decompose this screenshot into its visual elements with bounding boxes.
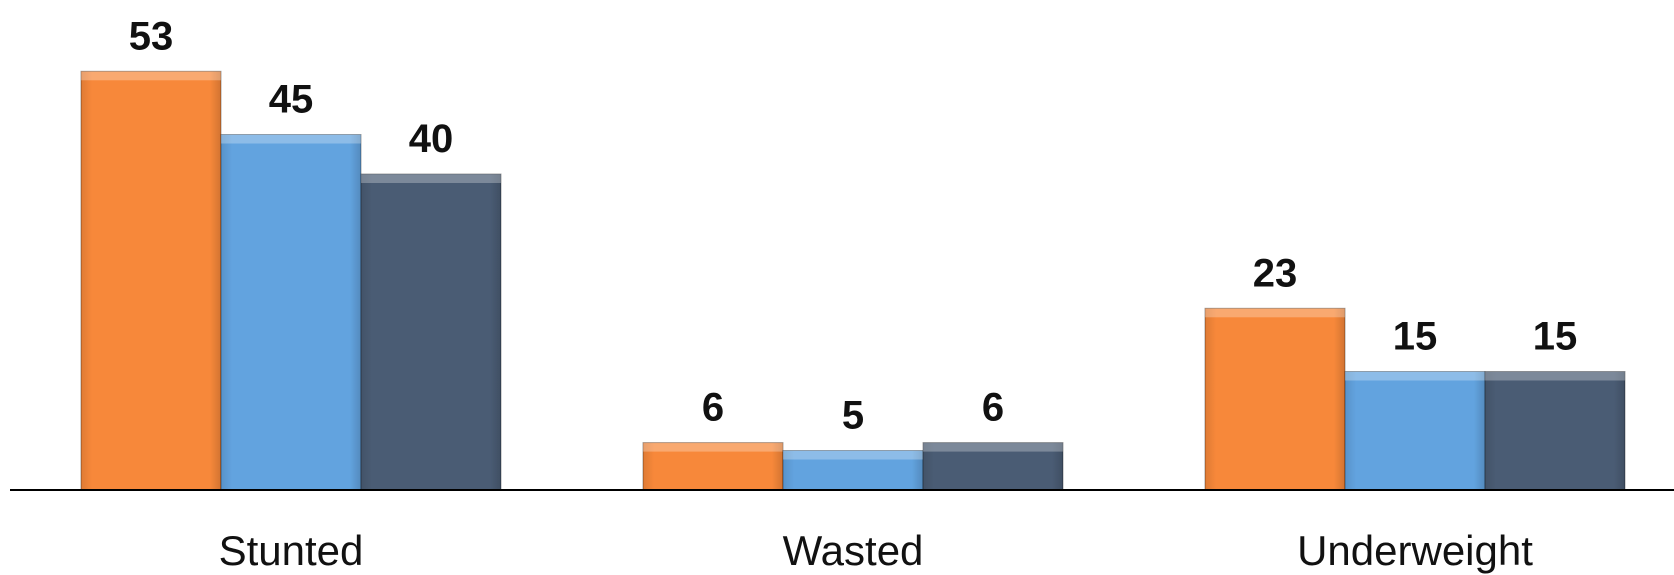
data-label-stunted-series-2: 45 [269,78,314,122]
bar-shade-stunted-series-2 [221,134,361,490]
bar-bevel-wasted-series-3 [923,442,1063,452]
data-label-stunted-series-1: 53 [129,14,174,58]
bar-bevel-wasted-series-1 [643,442,783,452]
data-label-underweight-series-3: 15 [1533,315,1578,359]
bar-shade-underweight-series-2 [1345,371,1485,490]
category-label-underweight: Underweight [1297,527,1533,574]
bar-shade-underweight-series-3 [1485,371,1625,490]
bar-shade-wasted-series-1 [643,442,783,490]
bar-bevel-underweight-series-3 [1485,371,1625,381]
category-label-stunted: Stunted [219,527,364,574]
bar-bevel-stunted-series-1 [81,71,221,81]
data-label-wasted-series-3: 6 [982,386,1004,430]
bar-bevel-underweight-series-1 [1205,308,1345,318]
bar-bevel-stunted-series-2 [221,134,361,144]
bars-group [80,70,1626,491]
data-label-wasted-series-2: 5 [842,394,864,438]
bar-bevel-wasted-series-2 [783,450,923,460]
category-labels-group: Stunted Wasted Underweight [219,527,1534,574]
bar-shade-stunted-series-1 [81,71,221,491]
data-label-stunted-series-3: 40 [409,117,454,161]
bar-shade-wasted-series-2 [783,450,923,490]
bar-shade-stunted-series-3 [361,174,501,490]
data-label-underweight-series-1: 23 [1253,251,1298,295]
data-label-underweight-series-2: 15 [1393,315,1438,359]
data-labels-group: 53 45 40 6 5 6 23 15 15 [129,14,1578,437]
bar-bevel-stunted-series-3 [361,174,501,183]
category-label-wasted: Wasted [783,527,924,574]
bar-shade-underweight-series-1 [1205,308,1345,490]
data-label-wasted-series-1: 6 [702,386,724,430]
bar-shade-wasted-series-3 [923,442,1063,490]
bar-bevel-underweight-series-2 [1345,371,1485,381]
